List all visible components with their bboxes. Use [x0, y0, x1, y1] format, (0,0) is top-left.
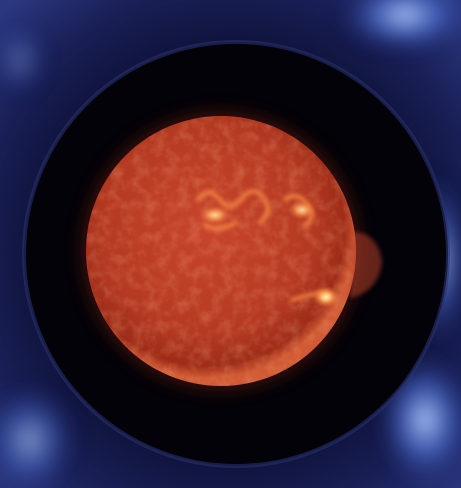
occulter-rim	[22, 40, 450, 468]
sun	[81, 111, 382, 391]
prominence	[350, 232, 382, 298]
